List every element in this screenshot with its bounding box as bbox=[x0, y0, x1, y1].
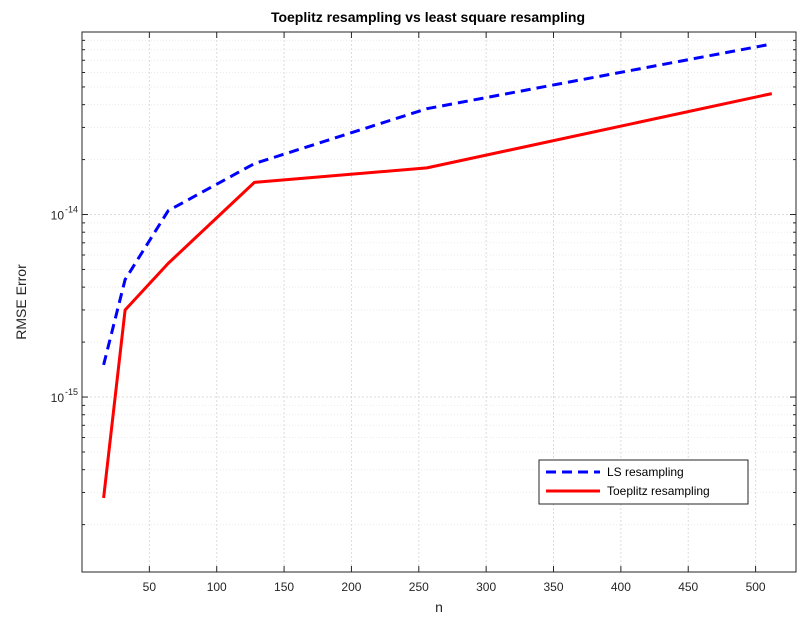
legend: LS resampling Toeplitz resampling bbox=[538, 459, 749, 505]
y-tick-exponent: -15 bbox=[65, 387, 78, 397]
x-tick-label: 350 bbox=[543, 580, 563, 594]
x-tick-label: 50 bbox=[143, 580, 157, 594]
x-tick-label: 300 bbox=[476, 580, 496, 594]
y-tick-exponent: -14 bbox=[65, 205, 78, 215]
legend-label-ls-resampling: LS resampling bbox=[607, 465, 684, 479]
y-tick-label: 10 bbox=[51, 209, 65, 223]
series-line-ls-resampling bbox=[102, 42, 773, 366]
grid-layer bbox=[82, 32, 796, 572]
plot-frame bbox=[81, 31, 797, 573]
chart-title: Toeplitz resampling vs least square resa… bbox=[271, 9, 585, 25]
x-tick-label: 250 bbox=[409, 580, 429, 594]
x-tick-label: 100 bbox=[207, 580, 227, 594]
x-tick-label: 500 bbox=[746, 580, 766, 594]
x-axis-title: n bbox=[435, 599, 443, 615]
x-tick-label: 200 bbox=[341, 580, 361, 594]
x-tick-label: 400 bbox=[611, 580, 631, 594]
y-axis-title: RMSE Error bbox=[13, 264, 29, 340]
legend-box bbox=[538, 459, 749, 505]
series-line-toeplitz-resampling bbox=[102, 92, 773, 499]
legend-label-toeplitz-resampling: Toeplitz resampling bbox=[607, 484, 710, 498]
y-tick-label: 10 bbox=[51, 391, 65, 405]
x-tick-label: 450 bbox=[678, 580, 698, 594]
x-tick-label: 150 bbox=[274, 580, 294, 594]
series-layer bbox=[102, 42, 773, 499]
